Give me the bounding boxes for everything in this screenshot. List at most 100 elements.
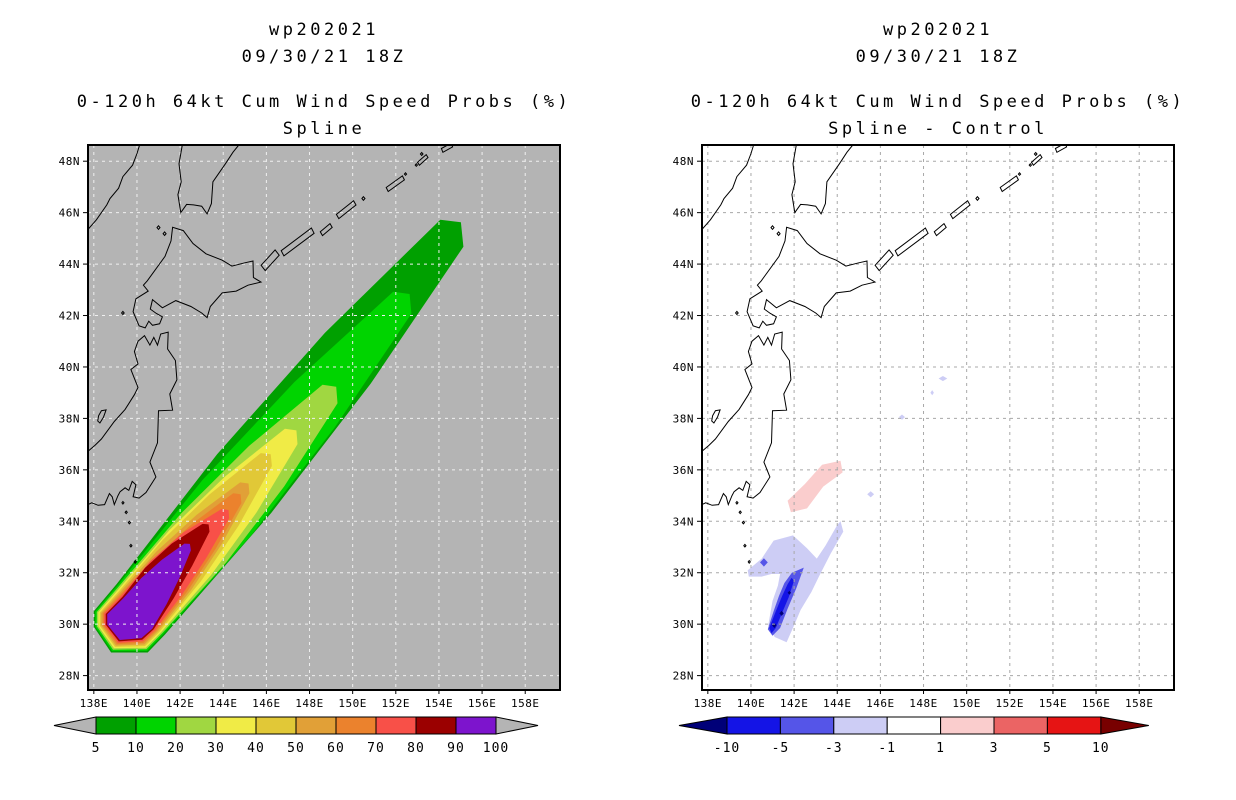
colorbar-label: 100 xyxy=(483,741,509,756)
colorbar-segment xyxy=(886,716,942,735)
coastline xyxy=(88,145,141,230)
lat-tick-label: 40N xyxy=(673,361,694,374)
lat-tick-label: 46N xyxy=(673,207,694,220)
left-panel-titles: wp202021 09/30/21 18Z 0-120h 64kt Cum Wi… xyxy=(0,0,648,140)
colorbar-label: 60 xyxy=(327,741,345,756)
left-chart-title: 0-120h 64kt Cum Wind Speed Probs (%) xyxy=(76,92,572,112)
lon-tick-label: 144E xyxy=(209,697,238,710)
diff-patch xyxy=(867,491,875,498)
colorbar-label: 10 xyxy=(127,741,145,756)
coastline xyxy=(177,145,240,215)
island-coastline xyxy=(440,145,454,154)
lat-tick-label: 40N xyxy=(59,361,80,374)
islet xyxy=(156,225,161,231)
islet xyxy=(414,163,419,168)
coastline xyxy=(88,331,178,507)
colorbar-segment xyxy=(993,716,1048,735)
lon-tick-label: 138E xyxy=(694,697,723,710)
island-coastline xyxy=(949,199,971,220)
lon-tick-label: 150E xyxy=(952,697,981,710)
colorbar-segment xyxy=(215,716,257,735)
right-chart-subtitle: Spline - Control xyxy=(828,119,1048,139)
lat-tick-label: 44N xyxy=(673,258,694,271)
colorbar-segment xyxy=(455,716,497,735)
island-coastline xyxy=(335,199,357,220)
lon-tick-label: 148E xyxy=(909,697,938,710)
islet xyxy=(120,310,125,316)
lon-tick-label: 158E xyxy=(511,697,540,710)
lon-tick-label: 156E xyxy=(468,697,497,710)
colorbar-arrow-right xyxy=(495,716,539,735)
islet xyxy=(770,225,775,231)
islet xyxy=(162,231,167,237)
colorbar-segment xyxy=(1046,716,1102,735)
islet xyxy=(743,543,747,548)
islet xyxy=(738,510,742,515)
difference-map: 48N 46N 44N 42N 40N 38N 36N 34N 32N 30N 28N 138E 140… xyxy=(673,144,1175,756)
lon-tick-label: 154E xyxy=(425,697,454,710)
island-coastline xyxy=(894,227,929,257)
colorbar-segment xyxy=(135,716,177,735)
islet xyxy=(1033,151,1038,157)
colorbar-segment xyxy=(175,716,217,735)
diff-patch xyxy=(769,577,795,634)
left-init-time: 09/30/21 18Z xyxy=(241,47,407,67)
diff-patch xyxy=(930,390,934,396)
island-coastline xyxy=(1054,145,1068,154)
islet xyxy=(741,520,746,525)
islet xyxy=(133,559,137,564)
map-frame xyxy=(87,144,561,691)
diff-patch xyxy=(772,622,777,628)
islet xyxy=(975,195,980,202)
colorbar-arrow-right xyxy=(1100,716,1149,735)
lat-tick-label: 36N xyxy=(59,464,80,477)
lat-tick-label: 46N xyxy=(59,207,80,220)
diff-patch xyxy=(787,590,792,595)
colorbar-segment xyxy=(726,716,781,735)
lat-tick-label: 44N xyxy=(59,258,80,271)
colorbar-label: 90 xyxy=(447,741,465,756)
colorbar-label: -5 xyxy=(772,741,790,756)
colorbar-segment xyxy=(415,716,457,735)
lon-tick-label: 140E xyxy=(737,697,766,710)
coastline xyxy=(702,145,755,230)
lat-tick-label: 30N xyxy=(59,618,80,631)
lat-tick-label: 48N xyxy=(673,155,694,168)
colorbar-label: 5 xyxy=(1043,741,1052,756)
islet xyxy=(734,310,739,316)
colorbar-segment xyxy=(255,716,297,735)
colorbar-label: -1 xyxy=(878,741,896,756)
islet xyxy=(361,195,366,202)
diff-patch xyxy=(938,376,948,382)
island-coastline xyxy=(132,226,263,329)
lat-tick-label: 38N xyxy=(673,412,694,425)
island-coastline xyxy=(874,249,894,272)
colorbar-label: -10 xyxy=(714,741,740,756)
lat-tick-label: 42N xyxy=(59,310,80,323)
lon-tick-label: 144E xyxy=(823,697,852,710)
lat-tick-label: 30N xyxy=(673,618,694,631)
colorbar-label: 20 xyxy=(167,741,185,756)
island-coastline xyxy=(933,222,947,237)
lat-tick-label: 32N xyxy=(673,567,694,580)
map-frame xyxy=(701,144,1175,691)
left-chart-subtitle: Spline xyxy=(282,119,366,139)
coastlines xyxy=(702,145,1068,564)
colorbar-label: 40 xyxy=(247,741,265,756)
colorbar-label: 5 xyxy=(92,741,101,756)
right-init-time: 09/30/21 18Z xyxy=(855,47,1021,67)
lon-tick-label: 146E xyxy=(866,697,895,710)
lon-tick-label: 156E xyxy=(1082,697,1111,710)
island-coastline xyxy=(385,175,406,193)
colorbar-label: 30 xyxy=(207,741,225,756)
coastlines xyxy=(88,145,454,564)
colorbar-segment xyxy=(295,716,337,735)
lon-tick-label: 138E xyxy=(80,697,109,710)
diff-patch xyxy=(787,460,843,513)
island-coastline xyxy=(711,409,721,424)
lon-tick-label: 158E xyxy=(1125,697,1154,710)
coastline xyxy=(702,331,792,507)
islet xyxy=(127,520,132,525)
lat-tick-label: 28N xyxy=(673,670,694,683)
colorbar-arrow-left xyxy=(53,716,97,735)
